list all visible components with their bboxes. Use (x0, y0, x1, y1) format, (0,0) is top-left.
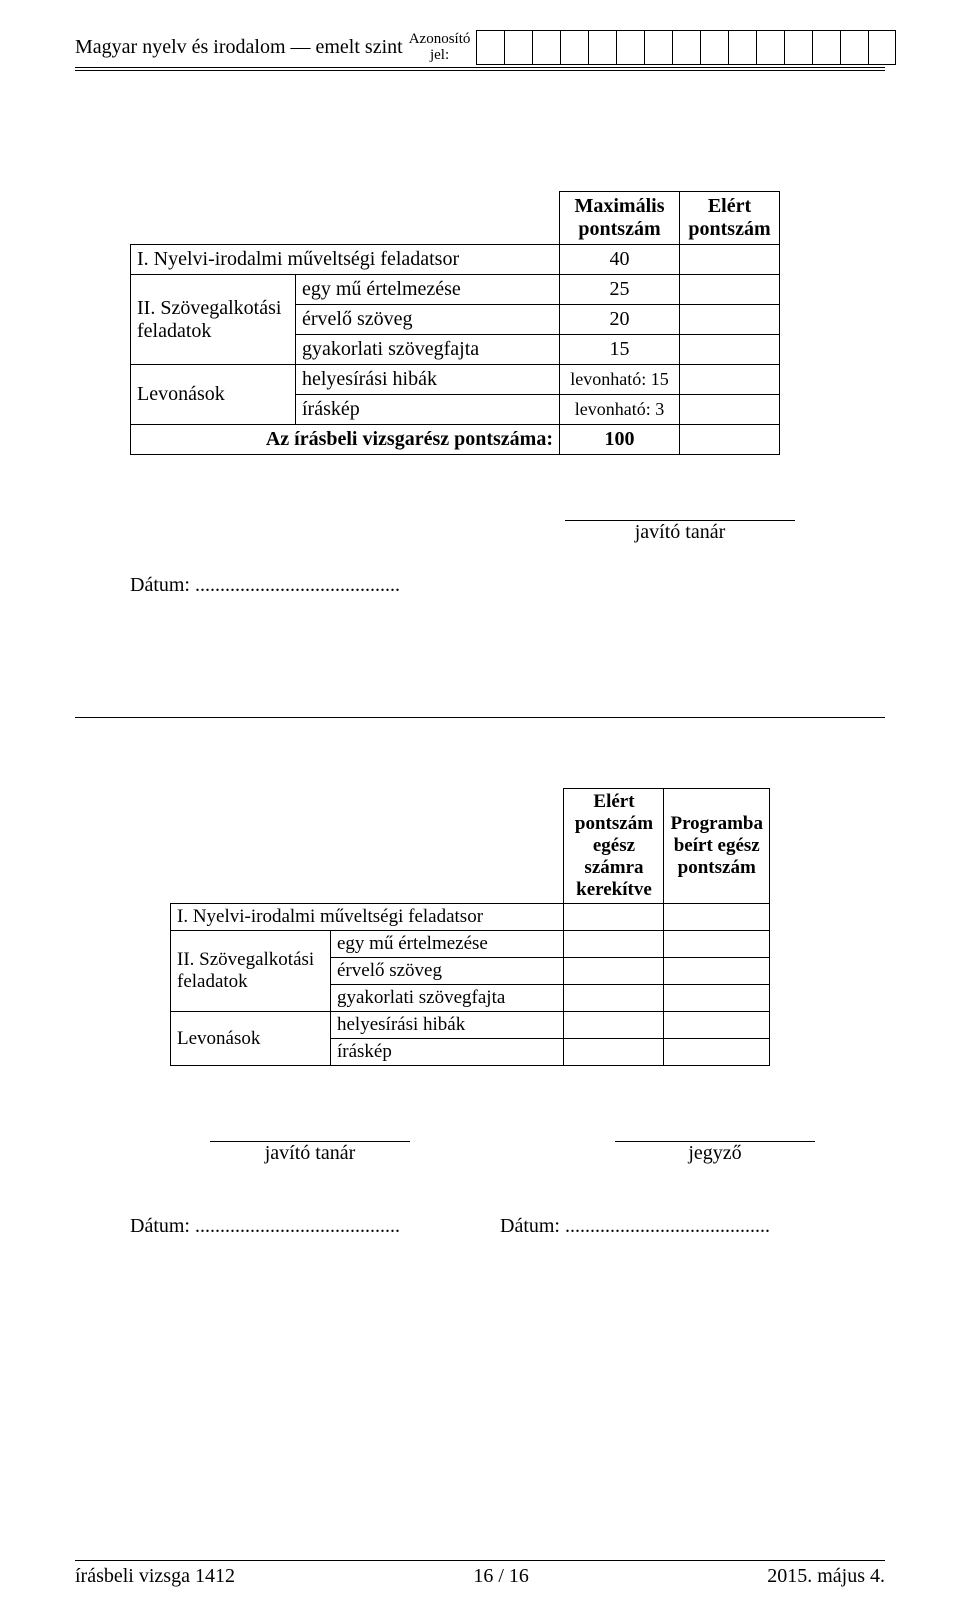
footer-center: 16 / 16 (473, 1565, 529, 1588)
signature-teacher-line: javító tanár (565, 520, 795, 544)
t2-row-i-a[interactable] (564, 904, 664, 931)
t2-lev-b-v1[interactable] (564, 1039, 664, 1066)
t2-row-ii-b-v1[interactable] (564, 958, 664, 985)
date-row-2: Dátum: .................................… (75, 1215, 885, 1238)
row-ii-c-max: 15 (560, 335, 680, 365)
page-footer: írásbeli vizsga 1412 16 / 16 2015. május… (75, 1560, 885, 1588)
t2-row-ii-c-v2[interactable] (664, 985, 770, 1012)
score-table: Maximális pontszám Elért pontszám I. Nye… (130, 191, 780, 455)
spacer (131, 192, 560, 245)
t2-row-ii-a: egy mű értelmezése (331, 931, 564, 958)
id-box[interactable] (700, 30, 728, 65)
row-i-label: I. Nyelvi-irodalmi műveltségi feladatsor (131, 245, 560, 275)
id-box[interactable] (476, 30, 504, 65)
row-ii-c-elert[interactable] (680, 335, 780, 365)
id-box[interactable] (812, 30, 840, 65)
header-rule (75, 67, 885, 71)
th2-a: Elért pontszám egész számra kerekítve (564, 789, 664, 904)
score-table-section: Maximális pontszám Elért pontszám I. Nye… (130, 191, 780, 455)
date-2a: Dátum: .................................… (130, 1215, 400, 1238)
id-box[interactable] (868, 30, 896, 65)
id-box[interactable] (504, 30, 532, 65)
th2-b: Programba beírt egész pontszám (664, 789, 770, 904)
t2-lev-a-v1[interactable] (564, 1012, 664, 1039)
lev-a-max: levonható: 15 (560, 365, 680, 395)
id-label: Azonosító jel: (403, 32, 477, 64)
header-title: Magyar nyelv és irodalom — emelt szint (75, 36, 403, 59)
t2-lev-a-v2[interactable] (664, 1012, 770, 1039)
date-line-1: Dátum: .................................… (130, 574, 885, 597)
id-label-line2: jel: (430, 47, 449, 63)
t2-row-ii-c-v1[interactable] (564, 985, 664, 1012)
row-ii-b-label: érvelő szöveg (296, 305, 560, 335)
row-ii-a-elert[interactable] (680, 275, 780, 305)
spacer (171, 789, 564, 904)
total-max: 100 (560, 425, 680, 455)
row-ii-b-max: 20 (560, 305, 680, 335)
lev-b-max: levonható: 3 (560, 395, 680, 425)
t2-lev-b-v2[interactable] (664, 1039, 770, 1066)
t2-lev-b: íráskép (331, 1039, 564, 1066)
t2-row-i: I. Nyelvi-irodalmi műveltségi feladatsor (171, 904, 564, 931)
signature-teacher-2: javító tanár (210, 1141, 410, 1165)
footer-left: írásbeli vizsga 1412 (75, 1565, 235, 1588)
id-box[interactable] (532, 30, 560, 65)
rounding-table: Elért pontszám egész számra kerekítve Pr… (170, 788, 770, 1066)
t2-row-i-b[interactable] (664, 904, 770, 931)
id-box[interactable] (756, 30, 784, 65)
id-boxes (476, 30, 896, 65)
id-label-line1: Azonosító (409, 31, 471, 47)
page-header: Magyar nyelv és irodalom — emelt szint A… (75, 30, 885, 65)
id-box[interactable] (644, 30, 672, 65)
signature-registrar-label: jegyző (688, 1142, 741, 1164)
th2-b-text: Programba beírt egész pontszám (670, 813, 763, 878)
t2-row-ii-a-v2[interactable] (664, 931, 770, 958)
t2-row-ii-group: II. Szövegalkotási feladatok (171, 931, 331, 1012)
lev-b-elert[interactable] (680, 395, 780, 425)
t2-row-ii-a-v1[interactable] (564, 931, 664, 958)
id-box[interactable] (616, 30, 644, 65)
id-box[interactable] (588, 30, 616, 65)
id-box[interactable] (728, 30, 756, 65)
date-2b: Dátum: .................................… (500, 1215, 770, 1238)
id-box[interactable] (784, 30, 812, 65)
row-ii-c-label: gyakorlati szövegfajta (296, 335, 560, 365)
t2-row-ii-b: érvelő szöveg (331, 958, 564, 985)
signature-row-2: javító tanár jegyző (75, 1141, 885, 1165)
rounding-table-section: Elért pontszám egész számra kerekítve Pr… (170, 788, 770, 1066)
t2-lev-group: Levonások (171, 1012, 331, 1066)
t2-row-ii-c: gyakorlati szövegfajta (331, 985, 564, 1012)
row-i-elert[interactable] (680, 245, 780, 275)
row-i-max: 40 (560, 245, 680, 275)
row-ii-b-elert[interactable] (680, 305, 780, 335)
lev-group: Levonások (131, 365, 296, 425)
section-divider (75, 717, 885, 718)
t2-row-ii-b-v2[interactable] (664, 958, 770, 985)
row-ii-a-max: 25 (560, 275, 680, 305)
signature-teacher-label: javító tanár (635, 521, 726, 543)
th-max: Maximális pontszám (560, 192, 680, 245)
lev-b-label: íráskép (296, 395, 560, 425)
th-elert: Elért pontszám (680, 192, 780, 245)
lev-a-elert[interactable] (680, 365, 780, 395)
lev-a-label: helyesírási hibák (296, 365, 560, 395)
footer-right: 2015. május 4. (767, 1565, 885, 1588)
total-elert[interactable] (680, 425, 780, 455)
signature-teacher-2-label: javító tanár (265, 1142, 356, 1164)
id-box[interactable] (560, 30, 588, 65)
total-label: Az írásbeli vizsgarész pontszáma: (131, 425, 560, 455)
signature-registrar: jegyző (615, 1141, 815, 1165)
t2-lev-a: helyesírási hibák (331, 1012, 564, 1039)
id-box[interactable] (840, 30, 868, 65)
th2-a-text: Elért pontszám egész számra kerekítve (575, 791, 653, 900)
id-box[interactable] (672, 30, 700, 65)
row-ii-a-label: egy mű értelmezése (296, 275, 560, 305)
row-ii-group: II. Szövegalkotási feladatok (131, 275, 296, 365)
